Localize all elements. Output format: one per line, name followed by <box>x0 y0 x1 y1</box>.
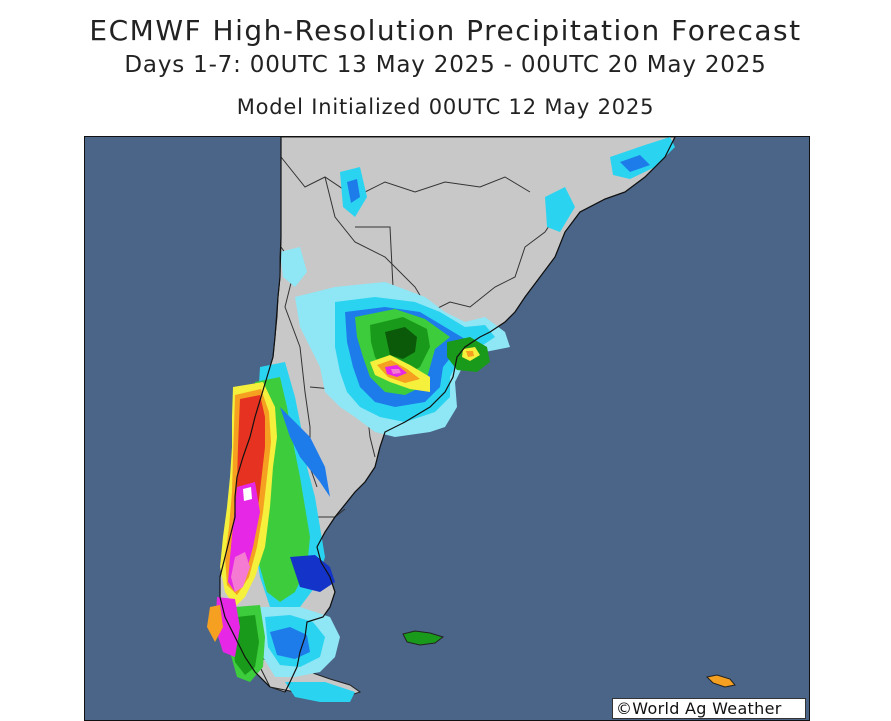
south-georgia <box>705 674 736 688</box>
precipitation-map <box>84 136 810 721</box>
precip-north <box>280 137 675 287</box>
model-init-time: Model Initialized 00UTC 12 May 2025 <box>236 95 655 119</box>
forecast-period: Days 1-7: 00UTC 13 May 2025 - 00UTC 20 M… <box>124 52 767 78</box>
precip-central-argentina <box>295 282 510 437</box>
copyright-credit: ©World Ag Weather <box>612 698 806 719</box>
precip-patagonia <box>207 597 355 702</box>
falkland-islands <box>402 630 445 646</box>
map-title: ECMWF High-Resolution Precipitation Fore… <box>89 14 802 47</box>
precip-andes-coast <box>220 362 335 617</box>
